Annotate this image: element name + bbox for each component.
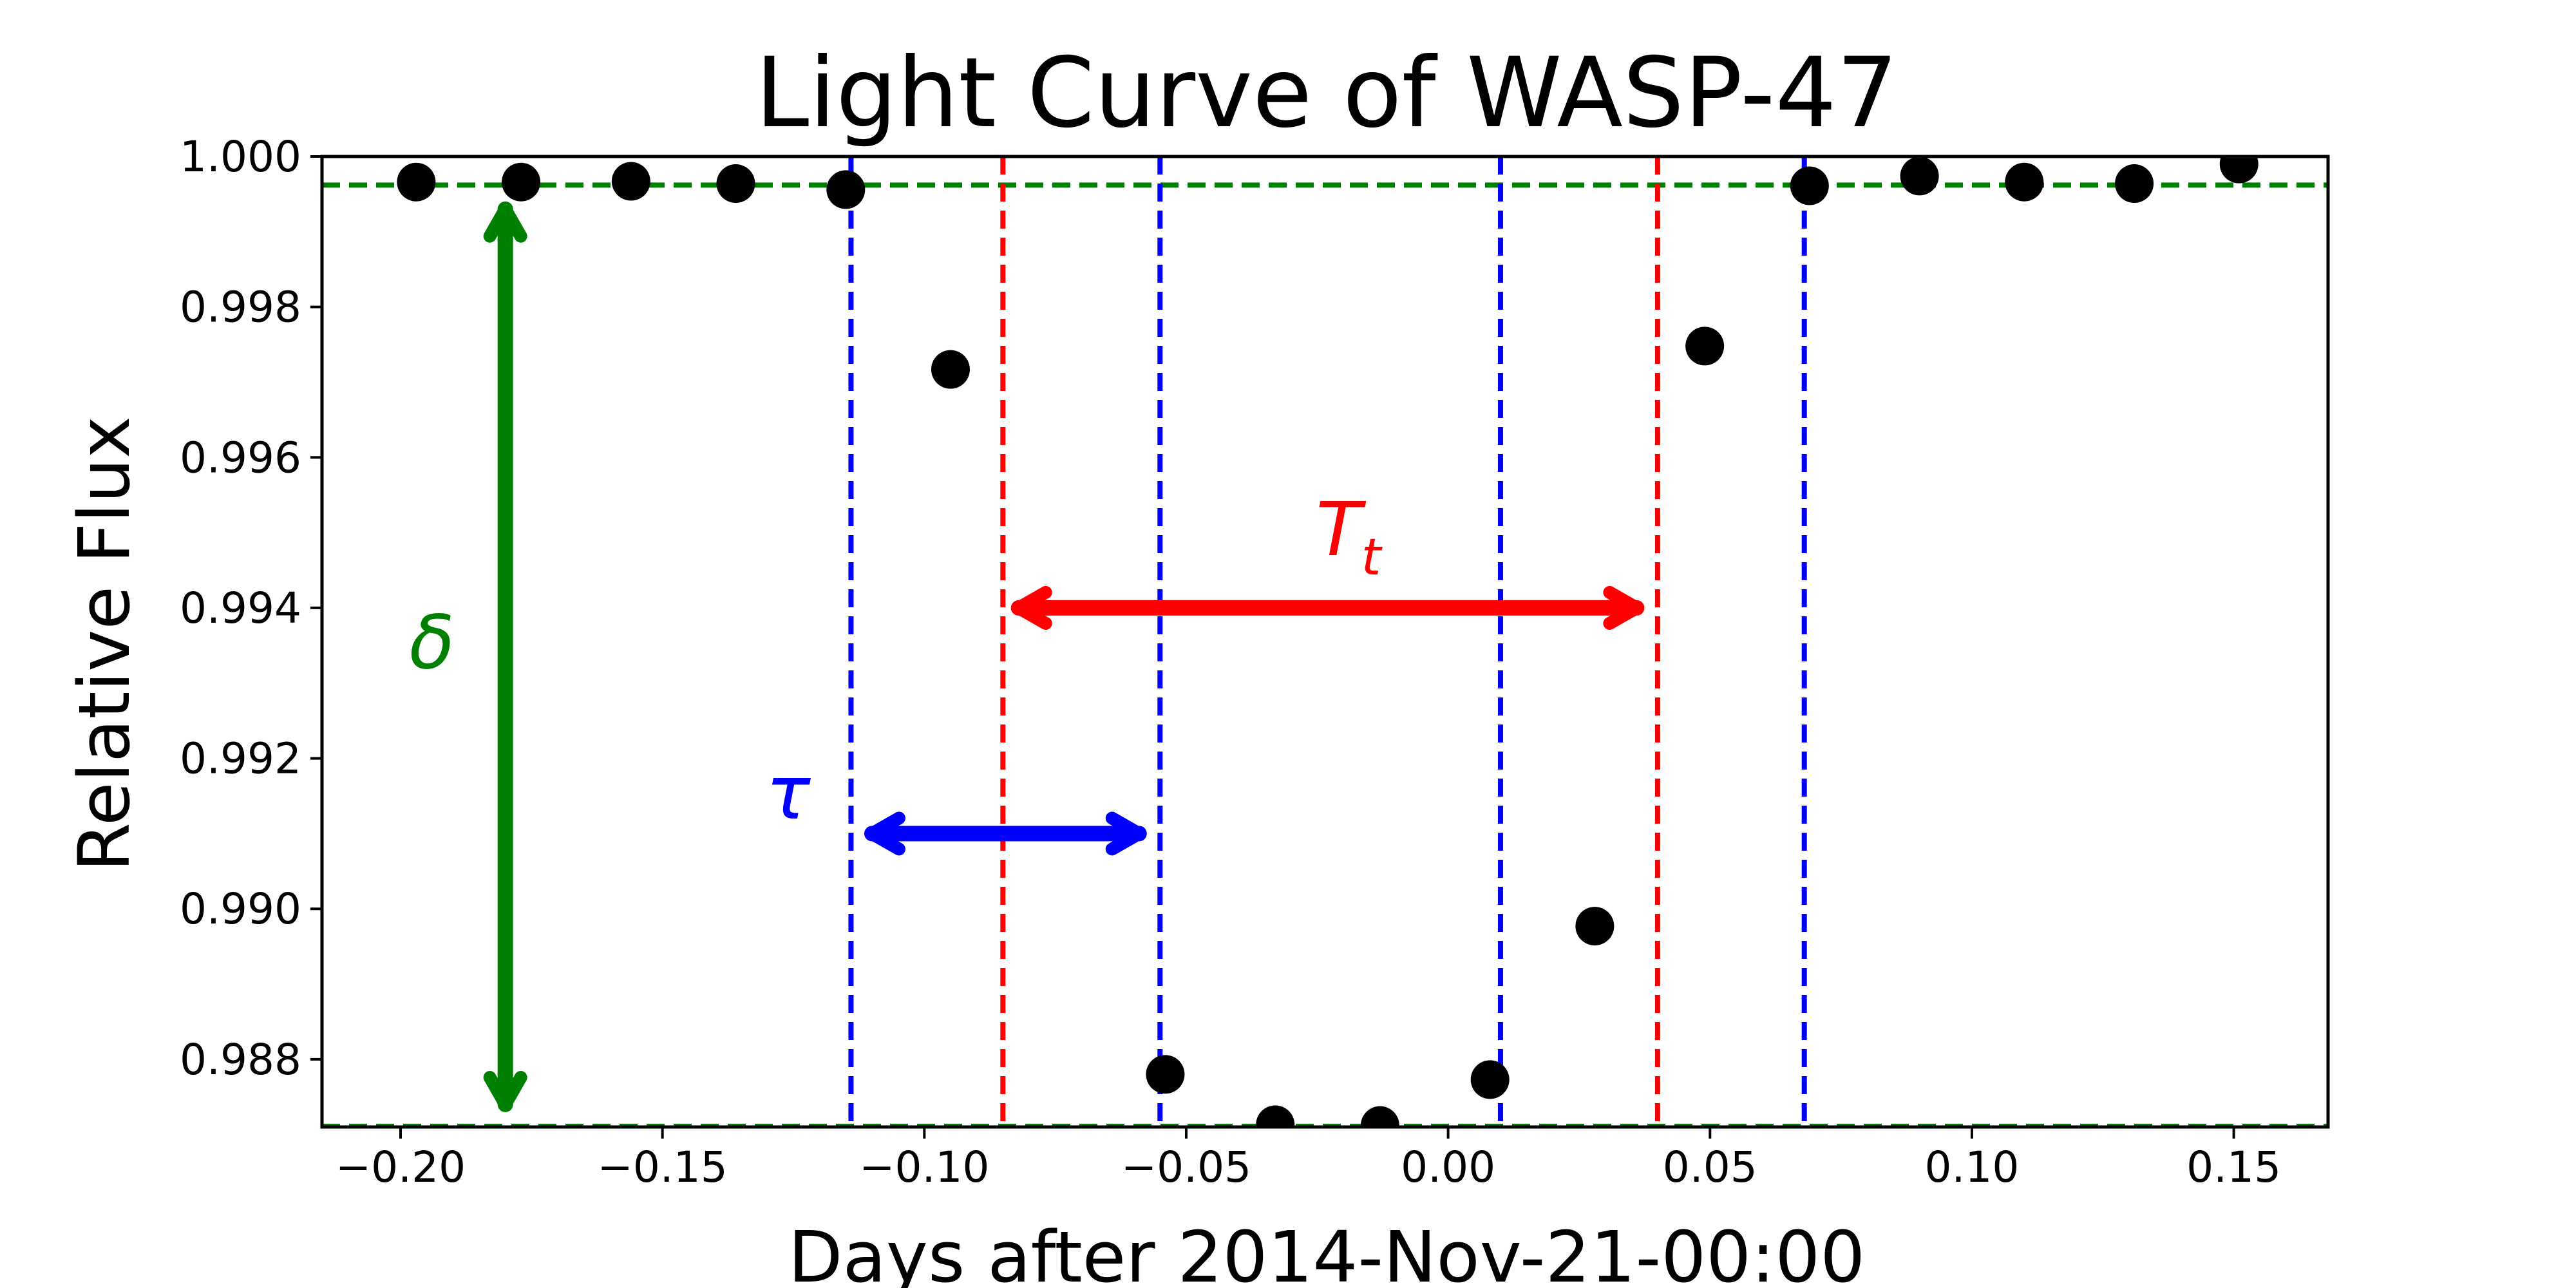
data-point xyxy=(716,164,755,204)
y-tick-label: 0.992 xyxy=(180,734,301,784)
plot-frame xyxy=(320,155,2330,1129)
annotation-label-subscript: t xyxy=(1361,529,1383,587)
annotation-arrowhead xyxy=(1105,811,1146,856)
data-point xyxy=(1685,327,1725,366)
y-tick-label: 0.994 xyxy=(180,583,301,633)
data-point xyxy=(1470,1060,1510,1099)
annotations: δ τ Tt xyxy=(410,201,1645,1112)
y-axis-label: Relative Flux xyxy=(63,416,146,871)
reference-lines xyxy=(322,156,2328,1127)
data-point xyxy=(611,162,650,201)
data-point xyxy=(2005,162,2044,202)
data-point xyxy=(502,162,541,202)
data-point xyxy=(1575,907,1615,946)
chart-title: Light Curve of WASP-47 xyxy=(755,37,1899,149)
annotation-arrowhead xyxy=(1012,585,1052,630)
data-point xyxy=(1256,1105,1295,1127)
x-tick-label: −0.15 xyxy=(598,1142,728,1192)
x-tick-label: −0.20 xyxy=(336,1142,466,1192)
data-point xyxy=(2115,164,2154,204)
x-tick-label: 0.05 xyxy=(1663,1142,1757,1192)
annotation-arrowhead xyxy=(1603,585,1643,630)
y-tick-label: 0.990 xyxy=(180,884,301,934)
data-points xyxy=(397,156,2259,1127)
y-axis-ticks: 0.988 0.990 0.992 0.994 0.996 0.998 1.000 xyxy=(180,132,322,1084)
x-tick-label: 0.15 xyxy=(2186,1142,2281,1192)
x-axis-ticks: −0.20 −0.15 −0.10 −0.05 0.00 0.05 0.10 0.15 xyxy=(336,1127,2281,1192)
x-tick-label: −0.10 xyxy=(859,1142,989,1192)
annotation-arrowhead xyxy=(865,811,905,856)
y-tick-label: 0.996 xyxy=(180,433,301,482)
x-tick-label: 0.00 xyxy=(1401,1142,1495,1192)
annotation-label: τ xyxy=(766,750,811,837)
data-point xyxy=(1900,156,1939,196)
data-point xyxy=(1146,1055,1185,1094)
annotation-label: Tt xyxy=(1316,487,1383,587)
y-tick-label: 1.000 xyxy=(180,132,301,182)
y-tick-label: 0.998 xyxy=(180,283,301,332)
annotation-arrowhead xyxy=(483,1070,527,1111)
data-point xyxy=(1360,1106,1399,1127)
x-axis-label: Days after 2014-Nov-21-00:00 xyxy=(788,1216,1865,1288)
data-point xyxy=(397,162,436,202)
data-point xyxy=(826,170,866,209)
x-tick-label: 0.10 xyxy=(1924,1142,2019,1192)
annotation-label: δ xyxy=(410,600,455,686)
data-point xyxy=(931,350,970,389)
data-point xyxy=(1790,166,1829,205)
annotation-arrowhead xyxy=(483,202,527,243)
y-tick-label: 0.988 xyxy=(180,1035,301,1084)
x-tick-label: −0.05 xyxy=(1121,1142,1251,1192)
data-point xyxy=(2219,156,2259,184)
